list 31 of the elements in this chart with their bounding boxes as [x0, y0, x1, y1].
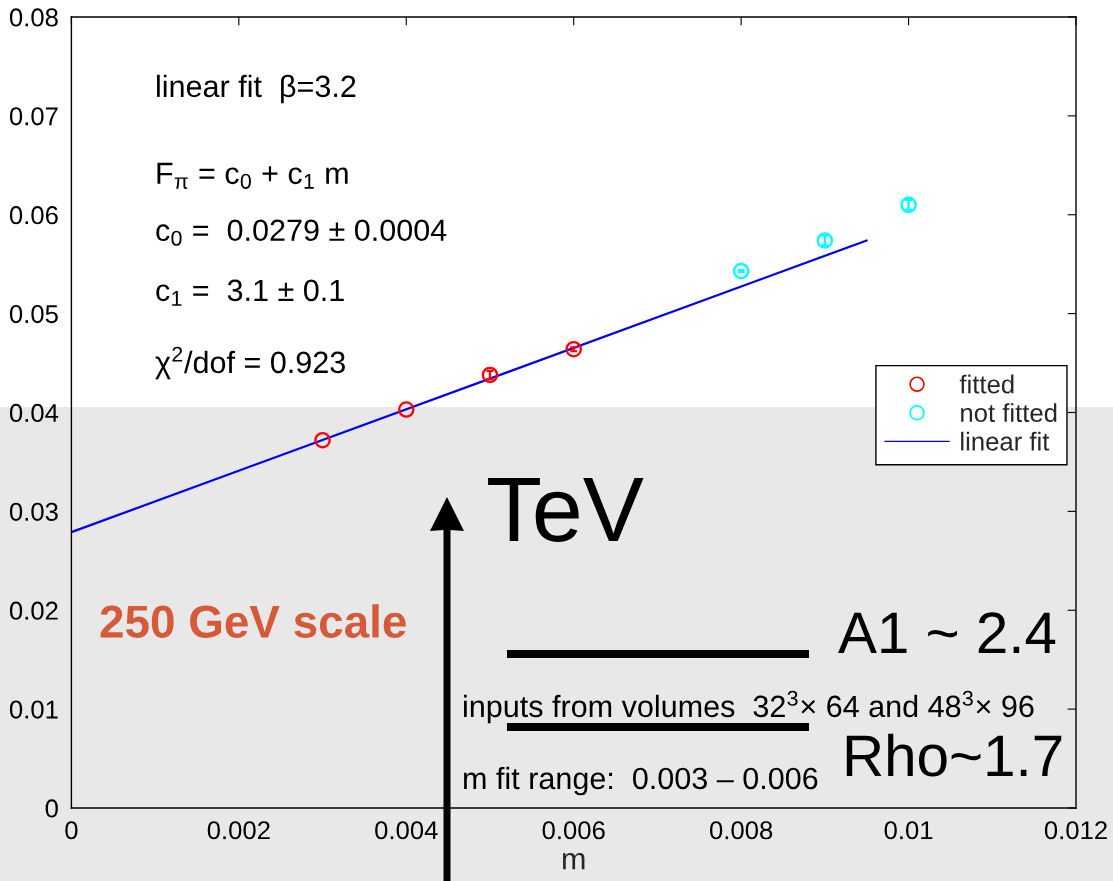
x-tick-label: 0.002 [207, 821, 270, 840]
y-tick-label: 0.08 [9, 8, 58, 27]
y-tick-label: 0.03 [9, 502, 58, 521]
x-tick-label: 0.012 [1044, 821, 1107, 840]
y-tick-label: 0.05 [9, 304, 58, 324]
x-tick-label: 0.01 [884, 821, 933, 840]
annotation: TeV [488, 477, 644, 542]
annotation: m fit range: 0.003 – 0.006 [464, 766, 818, 796]
legend-label: linear fit [961, 431, 1050, 451]
y-tick-label: 0.04 [9, 403, 59, 423]
annotation: c$_{1}$ = 3.1 ± 0.1 [156, 279, 344, 306]
legend-label: not fitted [961, 403, 1057, 423]
x-tick-label: 0 [65, 821, 78, 840]
annotation: 250 GeV scale [100, 604, 406, 638]
annotation: χ$^{2}$/dof = 0.923 [155, 346, 345, 380]
x-tick-label: 0.008 [709, 821, 773, 840]
annotation: inputs from volumes 32$^{3}$× 64 and 48$^{3}$× 96 [464, 690, 1034, 724]
x-tick-label: 0.006 [542, 821, 605, 840]
annotation: c$_{0}$ = 0.0279 ± 0.0004 [156, 219, 447, 246]
annotation: linear fit β=3.2 [157, 74, 356, 104]
x-tick-label: 0.004 [375, 821, 438, 840]
y-tick-label: 0.06 [9, 206, 58, 225]
y-tick-label: 0.07 [9, 107, 58, 126]
annotation: F$_{π}$ = c$_{0}$ + c$_{1}$ m [157, 162, 348, 189]
y-tick-label: 0.01 [9, 700, 58, 719]
y-tick-label: 0.02 [9, 601, 58, 620]
y-tick-label: 0 [45, 799, 58, 818]
annotation: Rho~1.7 [846, 733, 1062, 777]
x-axis-title: m [563, 852, 585, 870]
legend-label: fitted [959, 374, 1014, 394]
annotation: A1 ~ 2.4 [838, 612, 1056, 653]
